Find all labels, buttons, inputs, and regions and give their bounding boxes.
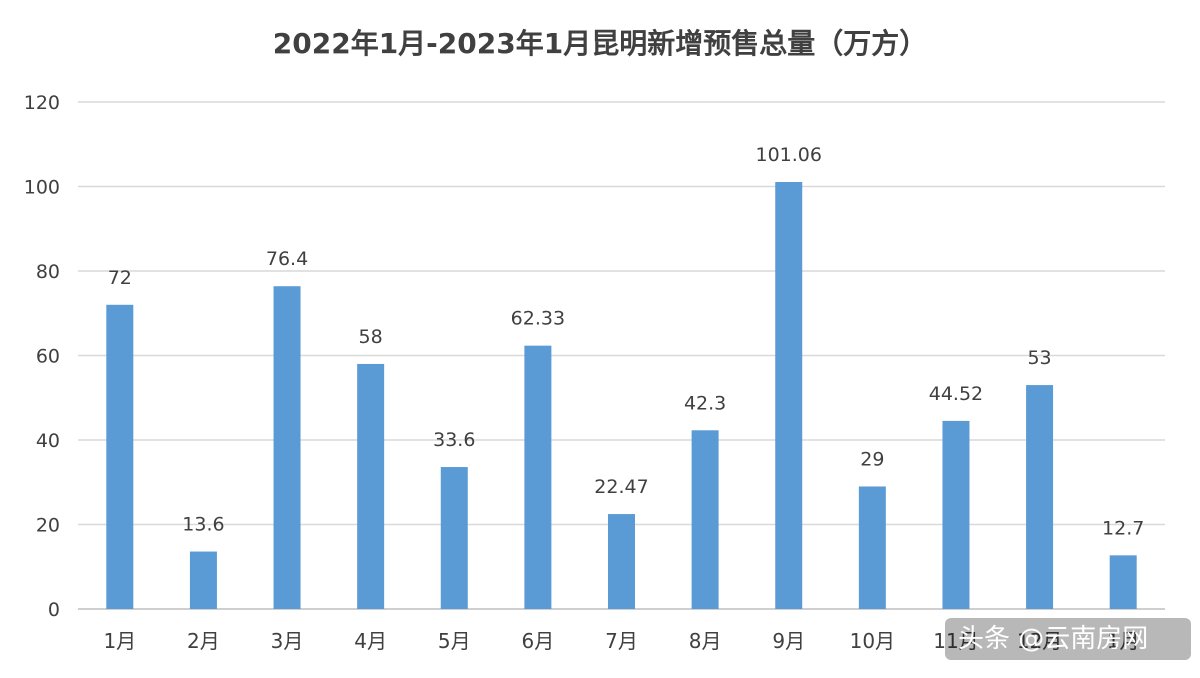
x-category-label: 10月: [850, 629, 895, 653]
data-label: 76.4: [266, 248, 308, 270]
bar: [273, 286, 301, 609]
y-tick-label: 100: [24, 177, 60, 199]
data-label: 22.47: [594, 476, 648, 498]
data-labels: 72 13.6 76.4 58 33.6 62.33 22.47 42.3 101.06 29 44…: [108, 144, 1145, 539]
bar: [1109, 555, 1137, 609]
bars: [106, 182, 1137, 610]
bar: [1026, 385, 1054, 609]
data-label: 33.6: [433, 429, 475, 451]
x-category-label: 12月: [1017, 629, 1062, 653]
data-label: 58: [359, 326, 383, 348]
data-label: 101.06: [755, 144, 821, 166]
data-label: 12.7: [1102, 517, 1144, 539]
x-category-label: 6月: [522, 629, 555, 653]
data-label: 29: [860, 448, 884, 470]
x-axis-categories: 1月 2月 3月 4月 5月 6月 7月 8月 9月 10月 11月 12月 1月: [103, 629, 1139, 653]
watermark-text: 头条 @云南房网: [958, 624, 1148, 654]
bar: [608, 514, 635, 609]
data-label: 72: [108, 267, 132, 289]
gridlines: [78, 101, 1165, 610]
data-label: 13.6: [182, 514, 224, 536]
bar: [691, 430, 719, 609]
x-category-label: 5月: [438, 629, 471, 653]
y-tick-label: 40: [36, 430, 60, 452]
x-category-label: 9月: [772, 629, 805, 653]
x-category-label: 8月: [689, 629, 722, 653]
x-category-label: 7月: [605, 629, 638, 653]
bar: [775, 182, 803, 610]
bar: [189, 551, 217, 609]
x-category-label: 1月: [103, 629, 136, 653]
bar: [440, 467, 468, 609]
bar: [106, 304, 134, 609]
y-tick-label: 20: [36, 515, 60, 537]
data-label: 62.33: [511, 308, 565, 330]
y-tick-label: 120: [24, 92, 60, 114]
bar: [942, 420, 970, 609]
y-tick-label: 60: [36, 346, 60, 368]
y-tick-label: 0: [48, 599, 60, 621]
watermark-backdrop: [945, 618, 1191, 660]
bar: [357, 363, 385, 609]
bar: [524, 345, 552, 609]
bar: [858, 486, 886, 609]
x-category-label: 2月: [187, 629, 220, 653]
chart-title: 2022年1月-2023年1月昆明新增预售总量（万方）: [273, 27, 927, 60]
data-label: 53: [1027, 347, 1051, 369]
x-category-label: 4月: [354, 629, 387, 653]
y-tick-label: 80: [36, 261, 60, 283]
y-axis-ticks: 0 20 40 60 80 100 120: [24, 92, 60, 621]
x-category-label: 3月: [271, 629, 304, 653]
watermark: 头条 @云南房网: [945, 618, 1191, 660]
x-category-label: 1月: [1107, 629, 1140, 653]
data-label: 42.3: [684, 392, 726, 414]
data-label: 44.52: [929, 383, 983, 405]
x-category-label: 11月: [933, 629, 978, 653]
